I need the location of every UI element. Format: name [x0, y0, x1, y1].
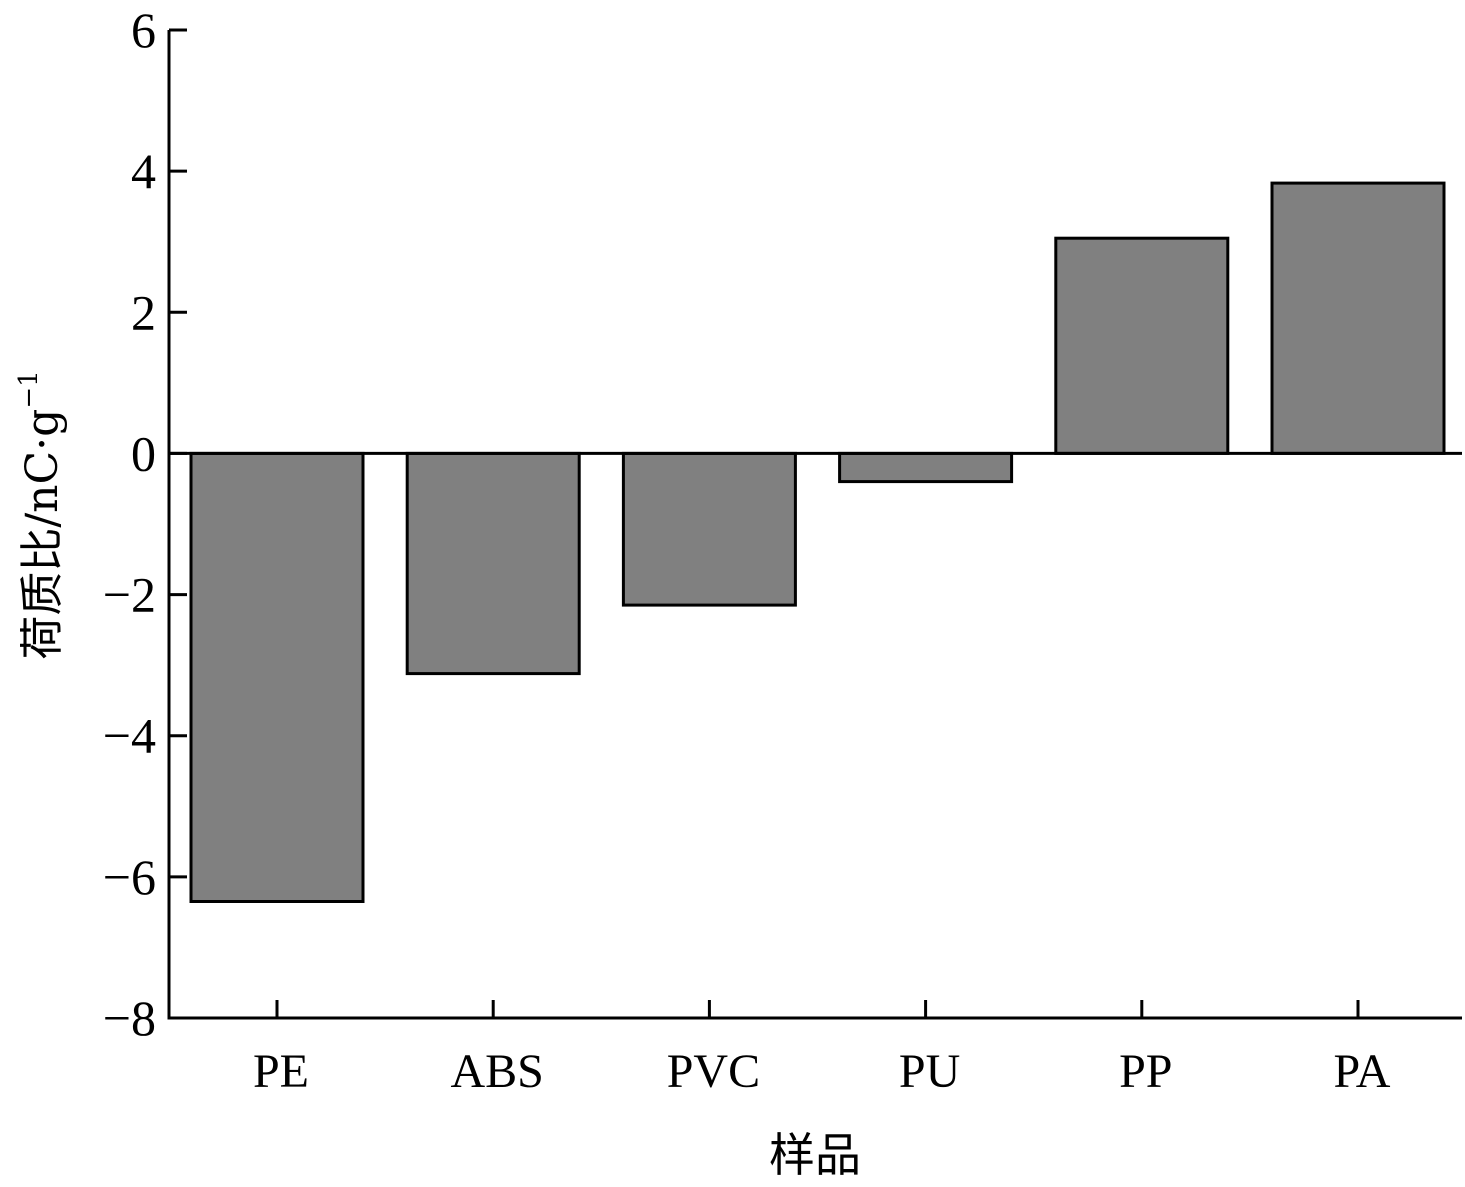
bar-pu [838, 451, 1014, 484]
bar-pa [1270, 181, 1446, 455]
bar-pvc [621, 451, 797, 607]
y-tick-label: −6 [103, 849, 156, 905]
x-tick-label-pu: PU [899, 1045, 960, 1098]
x-tick-label-pe: PE [253, 1045, 309, 1098]
bar-abs [405, 451, 581, 676]
x-tick-label-pvc: PVC [667, 1045, 760, 1098]
x-tick-label-pa: PA [1334, 1045, 1391, 1098]
bar-pe [189, 451, 365, 903]
y-tick-label: 4 [131, 143, 156, 199]
y-tick-label: −4 [103, 708, 156, 764]
x-tick-label-pp: PP [1119, 1045, 1172, 1098]
y-tick-label: −8 [103, 990, 156, 1046]
x-tick-label-abs: ABS [451, 1045, 544, 1098]
y-tick-label: 2 [131, 284, 156, 340]
x-axis-label: 样品 [769, 1128, 861, 1182]
bar-pp [1054, 236, 1230, 455]
y-tick-label: 6 [131, 2, 156, 58]
y-axis-label: 荷质比/nC·g−1 [6, 370, 70, 659]
y-axis-label-exponent: −1 [14, 370, 44, 409]
y-tick-label: 0 [131, 425, 156, 481]
y-tick-label: −2 [103, 567, 156, 623]
y-axis-label-main: 荷质比/nC·g [17, 408, 68, 660]
